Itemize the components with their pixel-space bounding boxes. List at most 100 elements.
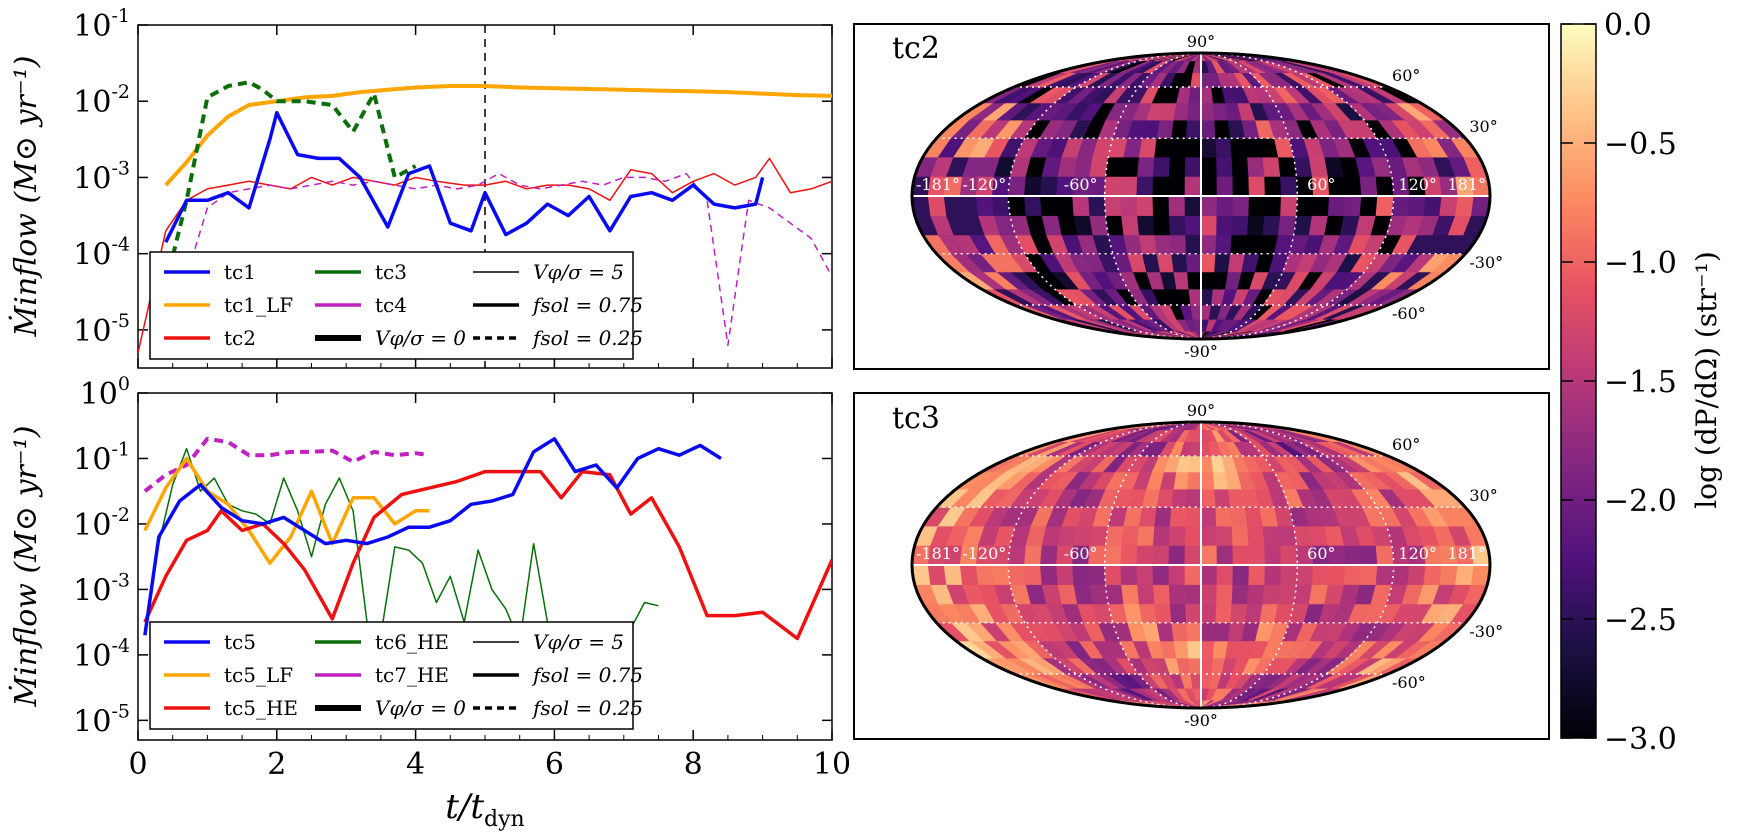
longitude-label: -120° [962, 544, 1006, 563]
y-tick-label: 10-5 [73, 700, 130, 739]
map-cell [1200, 156, 1218, 177]
y-tick-label: 10-1 [73, 438, 130, 477]
map-cell [1232, 564, 1250, 585]
map-cell [927, 564, 947, 585]
map-cell [1120, 176, 1138, 197]
map-cell [1152, 584, 1171, 605]
map-tc3-panel: tc3 -181° -120° -60° 60° 120° 181° 90° 60° 30° -3… [853, 392, 1550, 740]
legend-label: Vφ/σ = 0 [375, 696, 466, 720]
map-cell [1184, 564, 1202, 585]
map-cell [1200, 195, 1218, 216]
map-cell [1185, 622, 1202, 642]
map-cell [1185, 137, 1202, 158]
map-cell [1137, 215, 1155, 236]
colorbar-tick-label: −1.0 [1604, 246, 1677, 281]
map-cell [1173, 271, 1190, 290]
map-cell [1154, 603, 1172, 624]
map-cell [1248, 564, 1266, 585]
map-cell [1171, 119, 1188, 139]
map-cell [1200, 603, 1217, 624]
map-tc3-labels: -181° -120° -60° 60° 120° 181° 90° 60° 30° -30° -6… [916, 401, 1503, 730]
legend-label: tc5 [224, 630, 256, 654]
map-cell [1040, 176, 1059, 197]
top-left-ticks: 10-110-210-310-410-5 [73, 5, 833, 368]
map-cell [1200, 215, 1218, 236]
map-cell [1247, 525, 1265, 546]
map-cell [1311, 195, 1330, 216]
map-cell [1200, 564, 1218, 585]
map-cell [1137, 584, 1155, 605]
map-cell [1121, 525, 1140, 546]
map-cell [1168, 215, 1186, 236]
map-cell [1024, 195, 1043, 216]
legend-label: tc1_LF [224, 293, 293, 317]
latitude-label: 60° [1392, 435, 1420, 454]
map-cell [1200, 471, 1215, 490]
map-cell [1156, 253, 1175, 273]
meridian-line [1200, 421, 1299, 709]
map-cell [1138, 137, 1158, 158]
map-cell [1262, 584, 1281, 605]
legend-label: Vφ/σ = 0 [375, 326, 466, 350]
legend-label: tc2 [224, 326, 256, 350]
y-tick-exponent: -2 [111, 504, 130, 526]
map-cell [1423, 195, 1443, 216]
map-cell [1156, 622, 1175, 642]
legend-label: tc1 [224, 260, 256, 284]
map-cell [1187, 471, 1202, 490]
x-axis-label-sub: dyn [484, 807, 525, 832]
map-cell [1214, 253, 1231, 273]
map-cell [1007, 564, 1027, 585]
legend-label: tc3 [375, 260, 407, 284]
legend-label: tc5_LF [224, 663, 293, 687]
map-cell [1184, 525, 1202, 546]
map-cell [1173, 640, 1190, 659]
map-cell [1247, 584, 1265, 605]
map-cell [1152, 156, 1171, 177]
map-cell [1168, 584, 1186, 605]
y-tick-label: 10-3 [73, 569, 130, 608]
colorbar-ticks: 0.0 −0.5 −1.0 −1.5 −2.0 −2.5 −3.0 [1561, 8, 1677, 757]
map-cell [1375, 564, 1395, 585]
map-cell [1171, 622, 1188, 642]
map-cell [1277, 584, 1297, 605]
map-cell [1200, 584, 1218, 605]
y-tick-base: 10 [73, 238, 111, 273]
map-cell [1156, 488, 1175, 508]
latitude-label: -60° [1392, 304, 1426, 323]
map-cell [1136, 195, 1154, 216]
x-tick-label: 2 [267, 747, 286, 782]
y-tick-base: 10 [80, 377, 118, 412]
colorbar-tick-label: −1.5 [1604, 365, 1677, 400]
map-cell [927, 195, 947, 216]
bottom-left-legend: tc5 tc5_LF tc5_HE tc6_HE tc7_HE Vφ/σ = 0 Vφ/σ … [149, 621, 643, 730]
map-cell [1152, 176, 1170, 197]
map-cell [1232, 176, 1250, 197]
colorbar: 0.0 −0.5 −1.0 −1.5 −2.0 −2.5 −3.0 log (dP/dΩ) … [1560, 8, 1723, 757]
map-cell [1215, 137, 1233, 158]
map-cell [1185, 234, 1202, 255]
map-cell [1024, 545, 1043, 566]
map-cell [1154, 506, 1172, 527]
x-tick-label: 10 [813, 747, 851, 782]
y-tick-exponent: -1 [111, 438, 130, 460]
map-cell [1089, 525, 1109, 546]
map-cell [959, 564, 979, 585]
map-cell [1231, 156, 1250, 177]
map-cell [1230, 234, 1248, 255]
map-cell [1173, 471, 1190, 490]
y-tick-label: 10-2 [73, 81, 130, 120]
y-tick-label: 10-4 [73, 234, 130, 273]
series-tc1 [164, 110, 765, 243]
map-cell [1168, 545, 1186, 566]
map-cell [1152, 525, 1171, 546]
map-cell [1105, 584, 1125, 605]
map-cell [1136, 176, 1154, 197]
latitude-label: -30° [1469, 253, 1503, 272]
colorbar-tick-label: −2.0 [1604, 484, 1677, 519]
y-tick-label: 10-3 [73, 157, 130, 196]
map-cell [1152, 545, 1170, 566]
map-cell [1343, 545, 1362, 566]
map-tc3-cells [912, 422, 1490, 708]
map-cell [1187, 102, 1202, 121]
